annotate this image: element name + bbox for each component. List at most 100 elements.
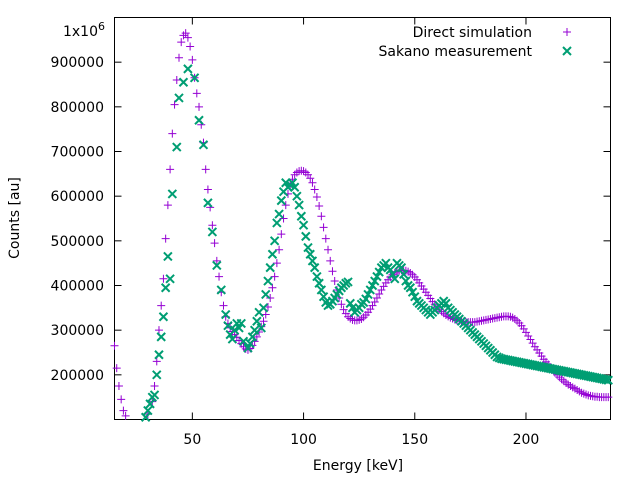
data-point bbox=[521, 328, 530, 337]
data-point bbox=[306, 174, 315, 183]
data-point bbox=[372, 294, 381, 303]
data-point bbox=[210, 239, 219, 248]
data-point bbox=[290, 170, 299, 179]
series-direct-simulation bbox=[110, 29, 613, 420]
data-point bbox=[601, 375, 611, 385]
data-point bbox=[579, 389, 588, 398]
data-point bbox=[163, 201, 172, 210]
data-point bbox=[318, 291, 329, 302]
data-point bbox=[156, 332, 166, 342]
data-point bbox=[377, 285, 386, 294]
data-point bbox=[114, 382, 123, 390]
data-point bbox=[172, 76, 181, 85]
data-point bbox=[201, 165, 210, 174]
data-point bbox=[194, 115, 204, 125]
data-point bbox=[294, 200, 304, 210]
data-point bbox=[145, 399, 155, 409]
data-point bbox=[337, 300, 346, 309]
plot-frame bbox=[114, 17, 611, 420]
data-point bbox=[304, 170, 313, 179]
data-point bbox=[252, 332, 261, 341]
data-point bbox=[314, 278, 324, 288]
x-axis: 50 100 150 200 bbox=[183, 17, 539, 448]
data-point bbox=[390, 274, 400, 284]
data-point bbox=[330, 277, 339, 286]
data-point bbox=[307, 256, 318, 266]
data-point bbox=[175, 53, 184, 62]
data-point bbox=[252, 316, 262, 326]
data-point bbox=[143, 405, 153, 416]
x-tick-label: 100 bbox=[290, 432, 317, 448]
data-point bbox=[272, 259, 281, 268]
data-point bbox=[161, 234, 170, 243]
data-point bbox=[221, 309, 231, 320]
y-axis-label: Counts [au] bbox=[7, 177, 23, 259]
y-tick-label-top: 1x106 bbox=[63, 20, 105, 40]
y-tick-label: 900000 bbox=[51, 55, 104, 71]
data-point bbox=[526, 335, 535, 344]
data-point bbox=[247, 332, 258, 342]
data-point bbox=[269, 236, 280, 246]
data-point bbox=[309, 262, 320, 273]
data-point bbox=[268, 283, 277, 292]
data-point bbox=[212, 256, 221, 265]
data-point bbox=[166, 165, 175, 174]
y-tick-label: 700000 bbox=[51, 145, 104, 161]
data-point bbox=[261, 310, 270, 319]
data-point bbox=[245, 338, 255, 349]
data-point bbox=[267, 249, 278, 259]
data-point bbox=[207, 227, 218, 237]
data-point bbox=[238, 336, 249, 347]
data-point bbox=[289, 182, 300, 192]
legend: Direct simulation Sakano measurement bbox=[379, 25, 572, 60]
data-point bbox=[154, 326, 163, 335]
data-point bbox=[227, 334, 238, 344]
data-point bbox=[398, 269, 409, 280]
data-point bbox=[154, 350, 164, 360]
data-point bbox=[159, 274, 168, 283]
data-point bbox=[152, 357, 161, 366]
y-tick-label: 400000 bbox=[51, 279, 104, 295]
data-point bbox=[183, 64, 193, 74]
x-tick-label: 50 bbox=[183, 432, 201, 448]
data-point bbox=[292, 168, 301, 177]
x-tick-label: 150 bbox=[401, 432, 428, 448]
data-point bbox=[299, 167, 308, 176]
data-point bbox=[296, 211, 307, 221]
data-point bbox=[259, 317, 268, 326]
data-point bbox=[174, 93, 184, 103]
data-point bbox=[179, 31, 188, 40]
data-point bbox=[506, 312, 515, 321]
data-point bbox=[167, 189, 178, 199]
data-point bbox=[195, 102, 204, 111]
data-point bbox=[183, 33, 192, 42]
data-point bbox=[216, 285, 226, 295]
data-point bbox=[258, 303, 269, 313]
data-point bbox=[319, 223, 328, 232]
data-point bbox=[170, 100, 179, 109]
y-axis: 200000 300000 400000 500000 600000 700000 8000… bbox=[51, 17, 611, 384]
data-point bbox=[117, 395, 126, 404]
data-point bbox=[328, 267, 337, 276]
data-point bbox=[557, 375, 566, 384]
series-sakano-measurement bbox=[140, 64, 613, 422]
legend-label-direct-simulation: Direct simulation bbox=[413, 25, 532, 41]
data-point bbox=[236, 318, 246, 329]
data-point bbox=[203, 185, 212, 194]
data-point bbox=[603, 375, 613, 385]
data-point bbox=[379, 282, 388, 291]
data-point bbox=[181, 29, 190, 38]
data-point bbox=[263, 276, 273, 286]
data-point bbox=[188, 55, 197, 64]
data-point bbox=[312, 193, 321, 202]
data-point bbox=[265, 262, 275, 273]
data-point bbox=[315, 201, 324, 210]
data-point bbox=[163, 251, 173, 262]
data-point bbox=[192, 89, 201, 98]
data-point bbox=[279, 214, 288, 223]
data-point bbox=[276, 195, 287, 206]
data-point bbox=[198, 140, 209, 150]
data-point bbox=[256, 323, 267, 333]
data-point bbox=[339, 305, 348, 314]
data-point bbox=[292, 191, 302, 201]
